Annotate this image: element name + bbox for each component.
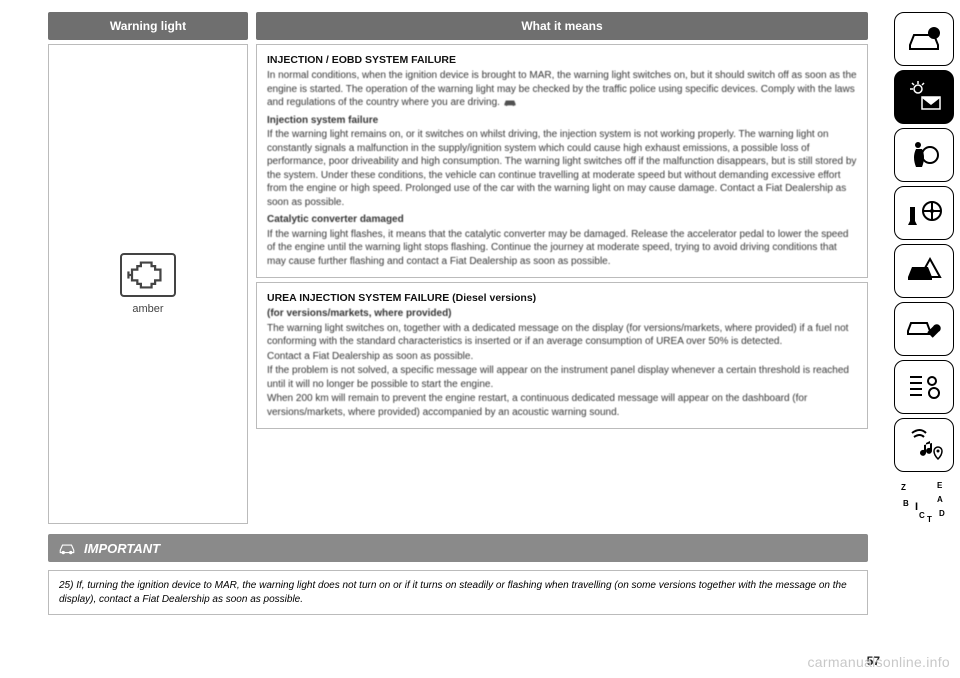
- tab-safety[interactable]: [894, 128, 954, 182]
- tab-tech-data[interactable]: [894, 360, 954, 414]
- idx-i: I: [915, 502, 918, 513]
- watermark: carmanualsonline.info: [808, 654, 951, 670]
- section2-p1: The warning light switches on, together …: [267, 322, 857, 349]
- injection-eobd-section: INJECTION / EOBD SYSTEM FAILURE In norma…: [256, 44, 868, 278]
- idx-c: C: [919, 512, 925, 520]
- tab-starting-driving[interactable]: [894, 186, 954, 240]
- section1-title: INJECTION / EOBD SYSTEM FAILURE: [267, 53, 857, 67]
- tab-vehicle-info[interactable]: i: [894, 12, 954, 66]
- section1-p2: If the warning light remains on, or it s…: [267, 128, 857, 209]
- section1-sub2: Catalytic converter damaged: [267, 213, 857, 227]
- table-body-row: amber INJECTION / EOBD SYSTEM FAILURE In…: [48, 44, 868, 524]
- svg-text:i: i: [933, 29, 935, 38]
- idx-z: Z: [901, 484, 906, 492]
- idx-d: D: [939, 510, 945, 518]
- section2-title: UREA INJECTION SYSTEM FAILURE (Diesel ve…: [267, 291, 857, 305]
- car-wrench-icon: [904, 309, 944, 349]
- header-warning-light: Warning light: [48, 12, 248, 40]
- urea-injection-section: UREA INJECTION SYSTEM FAILURE (Diesel ve…: [256, 282, 868, 429]
- section-tabs-sidebar: i: [894, 12, 954, 530]
- airbag-icon: [904, 135, 944, 175]
- meaning-cell-group: INJECTION / EOBD SYSTEM FAILURE In norma…: [256, 44, 868, 524]
- header-what-it-means: What it means: [256, 12, 868, 40]
- car-info-icon: i: [904, 19, 944, 59]
- important-bar: IMPORTANT: [48, 534, 868, 562]
- warning-light-mail-icon: [904, 77, 944, 117]
- note-text: 25) If, turning the ignition device to M…: [59, 579, 857, 606]
- important-label: IMPORTANT: [84, 541, 160, 556]
- section1-p3: If the warning light flashes, it means t…: [267, 228, 857, 269]
- list-gears-icon: [904, 367, 944, 407]
- radio-music-location-icon: [904, 425, 944, 465]
- tab-emergency[interactable]: [894, 244, 954, 298]
- engine-malfunction-icon: [120, 253, 176, 297]
- car-icon: [503, 97, 517, 109]
- warning-light-cell: amber: [48, 44, 248, 524]
- idx-e: E: [937, 482, 942, 490]
- tab-alphabetical-index[interactable]: Z B I C T E A D: [894, 476, 954, 530]
- amber-label: amber: [132, 303, 163, 315]
- section2-p4: When 200 km will remain to prevent the e…: [267, 392, 857, 419]
- section1-p1: In normal conditions, when the ignition …: [267, 69, 857, 110]
- tab-multimedia[interactable]: [894, 418, 954, 472]
- manual-page: Warning light What it means amber INJECT…: [48, 12, 868, 642]
- car-warning-icon: [58, 541, 76, 555]
- section2-p3: If the problem is not solved, a specific…: [267, 364, 857, 391]
- section2-p2: Contact a Fiat Dealership as soon as pos…: [267, 350, 857, 364]
- table-header-row: Warning light What it means: [48, 12, 868, 40]
- idx-t: T: [927, 516, 932, 524]
- section1-sub1: Injection system failure: [267, 114, 857, 128]
- idx-a: A: [937, 496, 943, 504]
- key-steering-icon: [904, 193, 944, 233]
- important-note: 25) If, turning the ignition device to M…: [48, 570, 868, 615]
- tab-maintenance[interactable]: [894, 302, 954, 356]
- tab-warning-lights[interactable]: [894, 70, 954, 124]
- car-triangle-icon: [904, 251, 944, 291]
- idx-b: B: [903, 500, 909, 508]
- section1-p1-text: In normal conditions, when the ignition …: [267, 70, 857, 108]
- section2-subtitle: (for versions/markets, where provided): [267, 307, 857, 321]
